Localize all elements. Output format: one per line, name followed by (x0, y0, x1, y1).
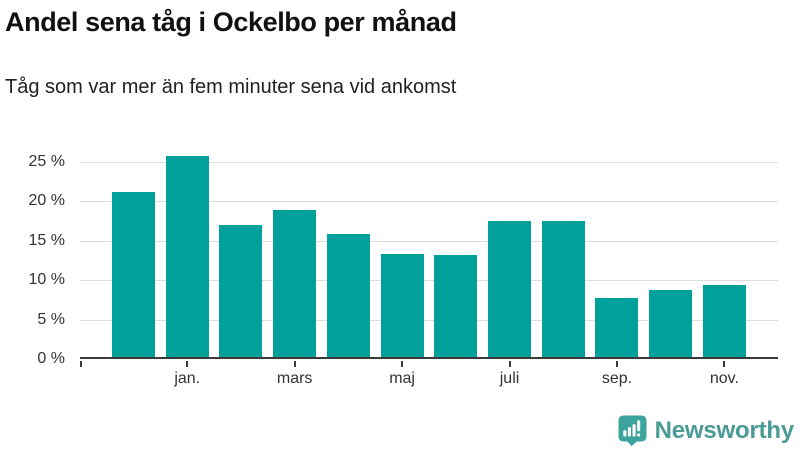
bar-12 (702, 284, 746, 357)
gridline-20 (80, 201, 778, 203)
gridline-25 (80, 162, 778, 163)
gridline-10 (80, 280, 778, 282)
x-slot-3 (219, 361, 262, 388)
x-slot-1 (112, 361, 155, 388)
chart-subtitle: Tåg som var mer än fem minuter sena vid … (5, 76, 457, 98)
x-slot-11 (649, 361, 692, 388)
y-tick-label: 15 % (28, 231, 65, 249)
x-slot-2: jan. (166, 361, 209, 388)
x-tick-label: maj (389, 370, 415, 387)
bar-6 (380, 253, 424, 357)
gridline-15 (80, 240, 778, 242)
x-axis-labels: jan. mars maj juli sep. nov. (80, 361, 778, 388)
x-slot-9 (542, 361, 585, 388)
y-tick-label: 5 % (37, 310, 65, 328)
bar-3 (219, 225, 263, 357)
newsworthy-logo-icon (618, 415, 647, 446)
x-axis-start-tick (80, 361, 82, 367)
bar-4 (273, 210, 317, 357)
bar-8 (488, 220, 532, 357)
x-slot-8: juli (488, 361, 531, 388)
y-tick-label: 10 % (28, 271, 65, 289)
bar-9 (541, 221, 585, 357)
y-axis-labels: 0 % 5 % 10 % 15 % 20 % 25 % (0, 153, 65, 367)
x-tick-label: nov. (709, 370, 739, 387)
newsworthy-logo-text: Newsworthy (654, 416, 795, 444)
bar-10 (595, 297, 639, 357)
x-slot-12: nov. (703, 361, 746, 388)
gridline-5 (80, 319, 778, 321)
x-tick (723, 361, 726, 367)
bar-7 (434, 255, 478, 357)
y-tick-label: 25 % (28, 153, 65, 170)
bar-1 (112, 192, 155, 357)
bar-5 (326, 234, 370, 357)
plot-area (80, 156, 778, 359)
x-slot-4: mars (273, 361, 316, 388)
x-slot-7 (434, 361, 477, 388)
x-slot-5 (327, 361, 370, 388)
chart-title: Andel sena tåg i Ockelbo per månad (5, 7, 457, 37)
x-tick-label: jan. (174, 370, 201, 387)
x-tick-label: juli (499, 370, 520, 387)
y-tick-label: 0 % (37, 350, 65, 367)
x-tick (186, 361, 189, 367)
bar-series (80, 156, 778, 357)
x-tick (615, 361, 618, 367)
bar-2 (165, 156, 209, 357)
bar-11 (649, 290, 693, 357)
x-tick-label: sep. (601, 370, 633, 387)
x-tick-label: mars (276, 370, 313, 387)
x-tick (293, 361, 296, 367)
x-tick (508, 361, 511, 367)
x-tick (401, 361, 404, 367)
x-slot-10: sep. (595, 361, 638, 388)
y-tick-label: 20 % (28, 192, 65, 210)
x-slot-6: maj (381, 361, 424, 388)
newsworthy-logo: Newsworthy (618, 415, 794, 446)
